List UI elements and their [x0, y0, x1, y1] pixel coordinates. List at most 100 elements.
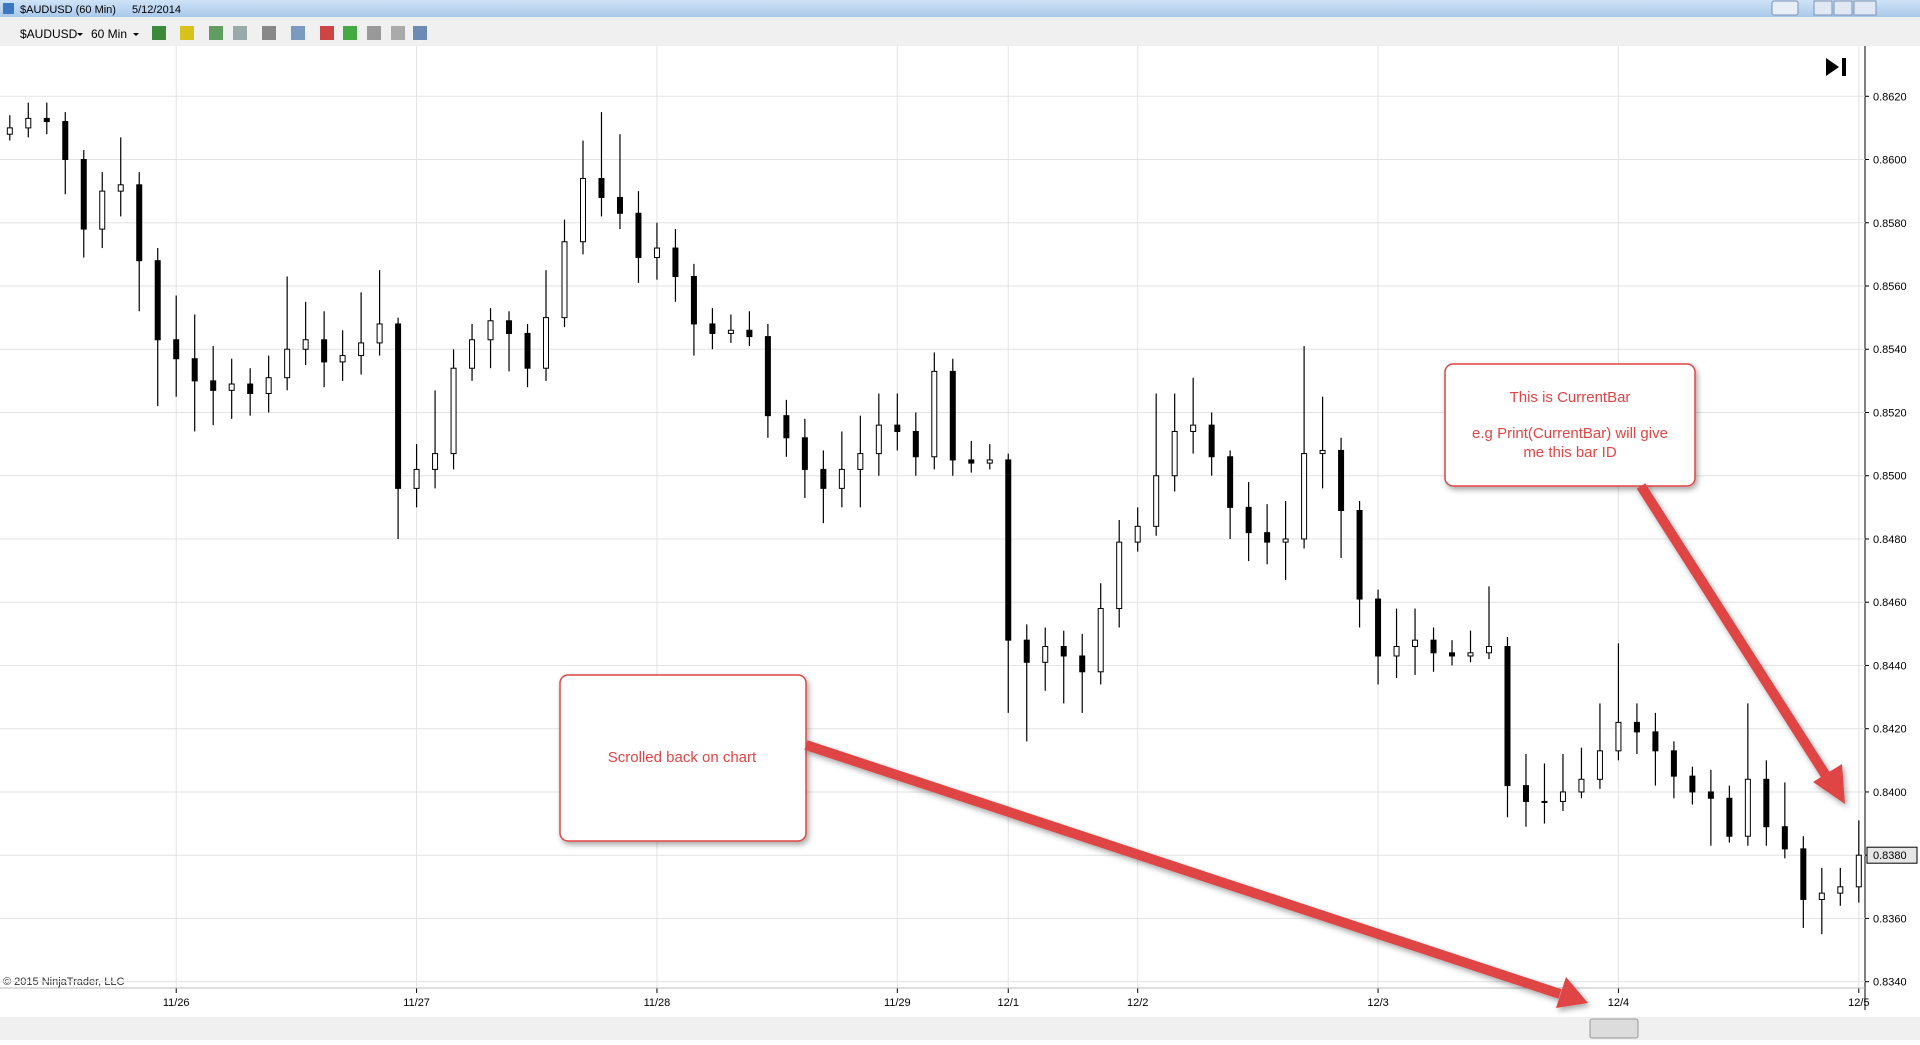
candle-body — [506, 320, 513, 334]
properties-icon[interactable] — [391, 26, 405, 40]
chart-trader-icon[interactable] — [343, 26, 357, 40]
candle-body — [598, 177, 605, 198]
candle-body — [894, 424, 901, 432]
y-tick-label: 0.8520 — [1873, 407, 1907, 419]
candle-body — [1338, 449, 1345, 512]
candle-body — [1356, 510, 1363, 600]
y-tick-label: 0.8500 — [1873, 471, 1907, 483]
strategy-icon[interactable] — [233, 26, 247, 40]
indicator-icon[interactable] — [209, 26, 223, 40]
candle-body — [912, 430, 919, 458]
candle-body — [284, 348, 291, 379]
y-tick-label: 0.8340 — [1873, 977, 1907, 989]
candle-body — [875, 424, 882, 455]
callout-box — [559, 674, 807, 842]
candle-body — [1060, 645, 1067, 657]
candle-body — [1153, 475, 1160, 527]
candle-body — [616, 196, 623, 214]
candle-body — [25, 117, 32, 129]
candle-body — [561, 241, 568, 319]
candle-body — [136, 184, 143, 262]
candle-body — [154, 260, 161, 341]
candle-body — [1615, 721, 1622, 752]
candle-body — [690, 276, 697, 325]
candle-body — [432, 453, 439, 470]
app-icon — [3, 3, 14, 14]
go-to-end-button[interactable] — [1826, 58, 1846, 76]
y-tick-label: 0.8560 — [1873, 281, 1907, 293]
y-tick-label: 0.8460 — [1873, 597, 1907, 609]
candle-body — [1670, 750, 1677, 777]
arrow-head — [1813, 764, 1845, 804]
candle-body — [838, 468, 845, 489]
toolbar-icons — [152, 26, 427, 40]
candle-body — [1430, 639, 1437, 654]
candle-body — [1412, 639, 1419, 647]
y-tick-label: 0.8420 — [1873, 724, 1907, 736]
maximize-button[interactable] — [1833, 0, 1853, 16]
candle-body — [1837, 886, 1844, 894]
candle-body — [302, 339, 309, 350]
cursor-icon[interactable] — [262, 26, 276, 40]
candle-body — [764, 336, 771, 417]
candle-body — [986, 459, 993, 464]
close-button[interactable] — [1853, 0, 1877, 16]
dropdown-caret — [133, 33, 139, 36]
candle-body — [820, 468, 827, 489]
candle-body — [321, 339, 328, 363]
callout-text: This is CurrentBar — [1510, 389, 1631, 406]
candle-body — [469, 339, 476, 369]
candle-body — [968, 459, 975, 464]
minimize-button[interactable] — [1813, 0, 1833, 16]
candle-body — [1578, 778, 1585, 793]
candle-body — [6, 127, 13, 135]
zoom-icon[interactable] — [291, 26, 305, 40]
candle-body — [783, 415, 790, 439]
candle-body — [265, 377, 272, 395]
candle-body — [1707, 791, 1714, 799]
callout-box — [1444, 363, 1696, 487]
candle-body — [191, 358, 198, 382]
toolbar — [0, 17, 1920, 46]
candle-body — [395, 323, 402, 489]
last-price-label: 0.8380 — [1873, 850, 1907, 862]
candle-body — [173, 339, 180, 360]
candle-body — [117, 184, 124, 192]
candle-body — [1190, 424, 1197, 432]
bars-icon[interactable] — [152, 26, 166, 40]
y-tick-label: 0.8360 — [1873, 913, 1907, 925]
x-tick-label: 11/28 — [644, 997, 671, 1009]
candle-body — [727, 329, 734, 334]
template-icon[interactable] — [320, 26, 334, 40]
candle-body — [487, 320, 494, 341]
candle-body — [1134, 525, 1141, 543]
candle-body — [1449, 652, 1456, 657]
link-button[interactable] — [1771, 0, 1799, 16]
candle-body — [1781, 826, 1788, 850]
scroll-thumb[interactable] — [1589, 1018, 1639, 1039]
candle-body — [1171, 430, 1178, 477]
candle-body — [1486, 645, 1492, 654]
candle-body — [1596, 750, 1603, 780]
candle-body — [62, 121, 69, 161]
x-tick-label: 11/29 — [884, 997, 911, 1009]
candle-body — [80, 159, 87, 230]
candle-body — [358, 342, 365, 357]
x-tick-label: 12/1 — [998, 997, 1019, 1009]
x-tick-label: 11/27 — [403, 997, 430, 1009]
draw-icon[interactable] — [180, 26, 194, 40]
candle-body — [579, 177, 586, 243]
instrument-selector[interactable]: $AUDUSD — [20, 27, 78, 41]
candle-body — [376, 323, 383, 344]
candle-body — [1633, 721, 1640, 733]
dropdown-caret — [77, 33, 83, 36]
scrollbar[interactable] — [0, 1017, 1920, 1040]
arrow — [804, 740, 1562, 999]
data-box-icon[interactable] — [367, 26, 381, 40]
interval-selector[interactable]: 60 Min — [91, 27, 127, 41]
candle-body — [1023, 639, 1030, 663]
panels-icon[interactable] — [413, 26, 427, 40]
candle-body — [635, 212, 642, 259]
